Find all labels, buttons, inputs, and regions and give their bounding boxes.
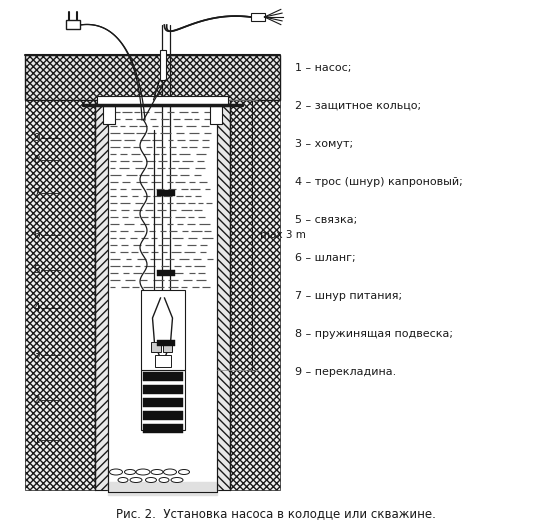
Bar — [103, 106, 115, 124]
Bar — [251, 13, 264, 21]
Ellipse shape — [163, 469, 177, 475]
Bar — [155, 355, 171, 367]
Ellipse shape — [159, 477, 169, 483]
Bar — [142, 372, 183, 381]
Bar — [142, 411, 183, 420]
Bar — [66, 20, 80, 29]
Bar — [142, 385, 183, 394]
Bar — [25, 55, 280, 100]
Ellipse shape — [109, 469, 123, 475]
Bar — [157, 190, 174, 196]
Text: 3 – хомут;: 3 – хомут; — [295, 139, 353, 149]
Bar — [142, 398, 183, 407]
Text: 8 – пружинящая подвеска;: 8 – пружинящая подвеска; — [295, 329, 453, 339]
Text: 5 – связка;: 5 – связка; — [295, 215, 357, 225]
Text: max 3 m: max 3 m — [260, 230, 306, 240]
Bar — [210, 106, 222, 124]
Text: 6 – шланг;: 6 – шланг; — [295, 253, 355, 263]
Ellipse shape — [118, 477, 128, 483]
Bar — [25, 100, 95, 490]
Bar — [162, 344, 172, 352]
Text: 6: 6 — [33, 230, 40, 240]
Text: 7 – шнур питания;: 7 – шнур питания; — [295, 291, 402, 301]
Bar — [141, 370, 184, 430]
Bar — [230, 100, 280, 490]
Ellipse shape — [136, 469, 150, 475]
Ellipse shape — [171, 477, 183, 483]
Bar — [157, 340, 174, 346]
Bar — [142, 424, 183, 433]
Bar — [97, 96, 228, 106]
Ellipse shape — [125, 469, 135, 475]
Text: 1: 1 — [33, 435, 40, 445]
Text: 1 – насос;: 1 – насос; — [295, 63, 352, 73]
Text: 2 – защитное кольцо;: 2 – защитное кольцо; — [295, 101, 421, 111]
Text: 4 – трос (шнур) капроновый;: 4 – трос (шнур) капроновый; — [295, 177, 463, 187]
Text: 4: 4 — [33, 303, 40, 313]
Text: 2: 2 — [33, 395, 40, 405]
Bar — [95, 100, 108, 490]
Text: 5: 5 — [33, 265, 40, 275]
Bar — [217, 100, 230, 490]
Ellipse shape — [146, 477, 157, 483]
Bar — [151, 342, 161, 352]
Text: 9: 9 — [33, 133, 40, 143]
Text: Рис. 2.  Установка насоса в колодце или скважине.: Рис. 2. Установка насоса в колодце или с… — [116, 507, 436, 520]
Bar — [160, 50, 166, 80]
Text: 9 – перекладина.: 9 – перекладина. — [295, 367, 396, 377]
Ellipse shape — [130, 477, 142, 483]
Bar — [157, 270, 174, 276]
Bar — [141, 290, 184, 370]
Ellipse shape — [151, 469, 163, 475]
Text: 7: 7 — [33, 188, 40, 198]
Text: 3: 3 — [33, 350, 40, 360]
Text: 8: 8 — [33, 155, 40, 165]
Ellipse shape — [178, 469, 189, 475]
